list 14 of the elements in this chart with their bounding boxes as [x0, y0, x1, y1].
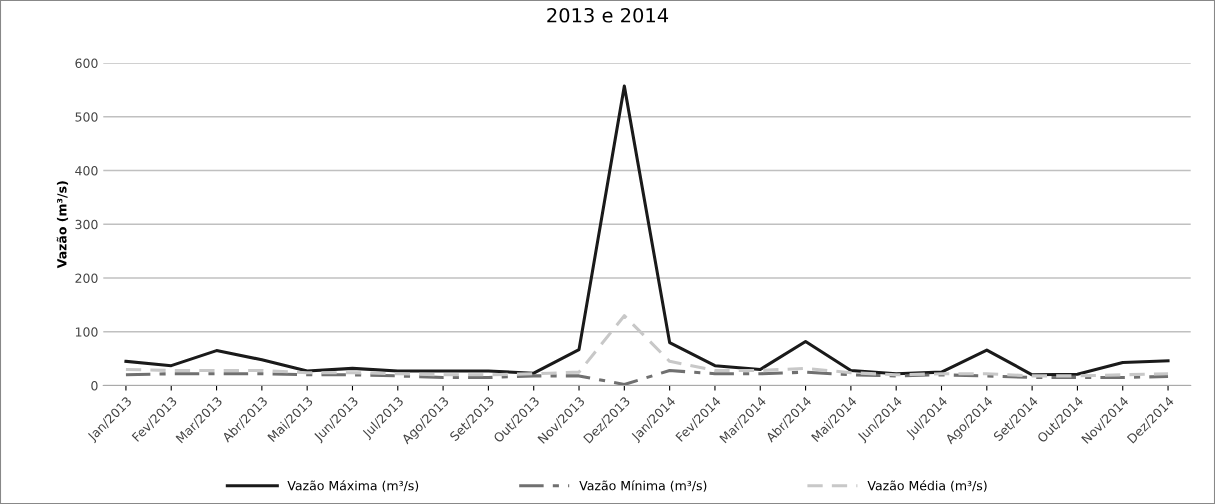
y-tick-label: 0 — [91, 381, 98, 391]
y-tick-label: 500 — [75, 112, 98, 122]
y-tick-label: 300 — [75, 219, 98, 230]
line-series — [124, 368, 1170, 386]
legend-label: Vazão Máxima (m³/s) — [287, 480, 419, 492]
legend-label: Vazão Média (m³/s) — [867, 480, 987, 492]
y-tick-label: 600 — [75, 58, 98, 68]
line-series — [124, 84, 1170, 377]
chart-title: 2013 e 2014 — [547, 7, 669, 23]
y-tick-label: 400 — [75, 165, 98, 176]
y-axis-title: Vazão (m³/s) — [56, 181, 69, 269]
y-tick-label: 100 — [75, 327, 98, 337]
legend-label: Vazão Mínima (m³/s) — [579, 480, 707, 492]
y-tick-label: 200 — [75, 273, 98, 283]
